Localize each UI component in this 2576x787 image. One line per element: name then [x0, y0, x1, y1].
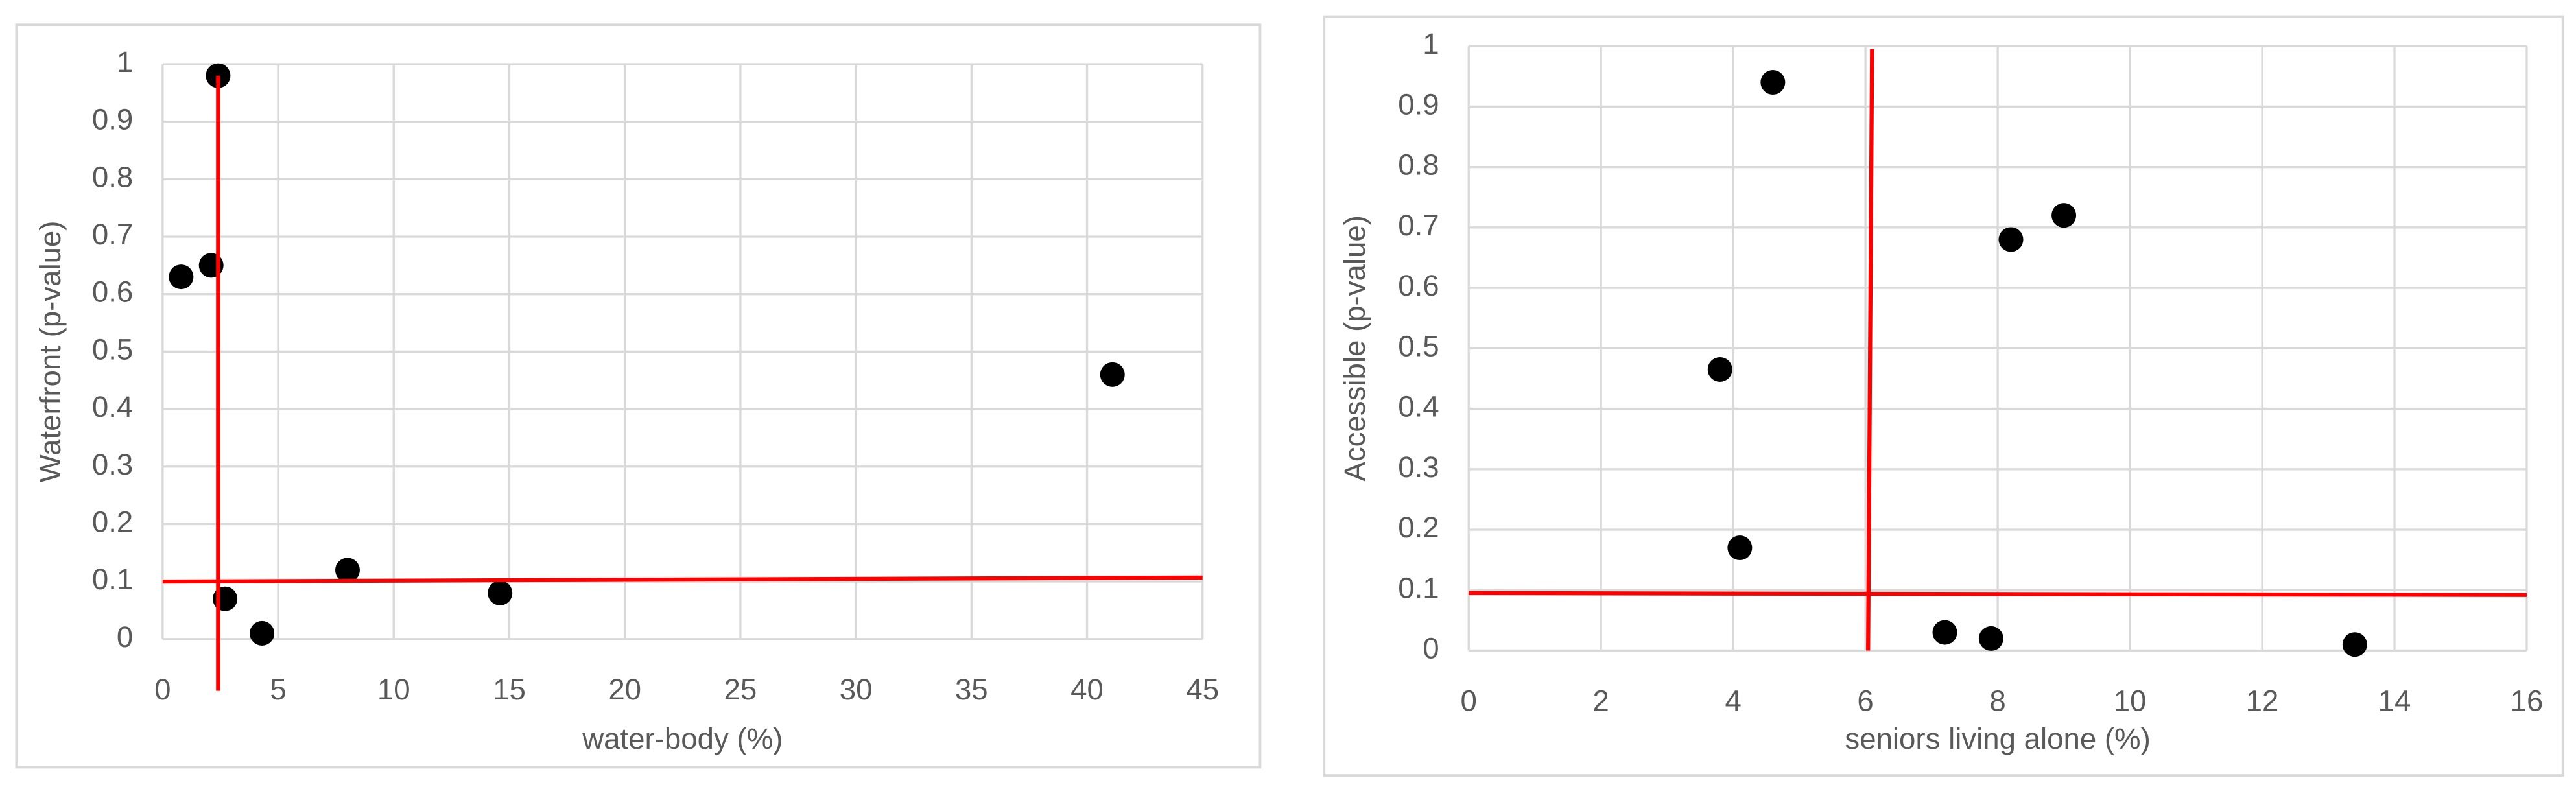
x-tick-label: 14 [2378, 685, 2411, 718]
scatter-point [1727, 535, 1753, 561]
x-tick-label: 6 [1857, 685, 1873, 718]
y-tick-label: 0.7 [92, 218, 133, 251]
scatter-point [1760, 70, 1786, 95]
x-tick-label: 30 [840, 673, 873, 706]
y-tick-label: 0.8 [1398, 148, 1439, 182]
x-tick-label: 16 [2511, 685, 2544, 718]
scatter-point [169, 264, 194, 290]
y-tick-label: 1 [117, 45, 133, 78]
scatter-point [1978, 626, 2003, 651]
panel-frame [15, 23, 1262, 769]
y-tick-label: 0.6 [1398, 269, 1439, 302]
x-tick-label: 0 [1461, 685, 1477, 718]
y-axis-title: Waterfront (p-value) [34, 221, 67, 483]
scatter-point [1932, 620, 1957, 645]
x-tick-label: 10 [2114, 685, 2147, 718]
scatter-point [250, 620, 275, 646]
x-tick-label: 40 [1070, 673, 1104, 706]
x-tick-label: 12 [2246, 685, 2279, 718]
y-tick-label: 1 [1423, 27, 1439, 60]
y-tick-label: 0.1 [1398, 571, 1439, 604]
x-tick-label: 15 [493, 673, 526, 706]
y-tick-label: 0.3 [1398, 451, 1439, 484]
reference-line [1866, 49, 1874, 651]
x-axis-title: water-body (%) [582, 722, 783, 755]
y-tick-label: 0.9 [1398, 88, 1439, 121]
y-tick-label: 0 [1423, 632, 1439, 665]
y-tick-label: 0.4 [1398, 390, 1439, 423]
y-axis-title: Accessible (p-value) [1338, 215, 1371, 482]
y-tick-label: 0.6 [92, 276, 133, 309]
scatter-point [1998, 227, 2024, 252]
x-tick-label: 5 [270, 673, 286, 706]
y-tick-label: 0.3 [92, 448, 133, 481]
panel-frame [1323, 15, 2564, 777]
x-tick-label: 35 [955, 673, 988, 706]
x-tick-label: 45 [1186, 673, 1219, 706]
y-tick-label: 0.1 [92, 563, 133, 596]
x-tick-label: 20 [608, 673, 641, 706]
x-tick-label: 2 [1593, 685, 1609, 718]
x-axis-title: seniors living alone (%) [1845, 722, 2150, 755]
x-tick-label: 4 [1725, 685, 1741, 718]
scatter-point [1707, 357, 1732, 382]
y-tick-label: 0 [117, 620, 133, 653]
scatter-point [1100, 362, 1125, 387]
x-tick-label: 0 [154, 673, 171, 706]
x-tick-label: 10 [377, 673, 410, 706]
y-tick-label: 0.4 [92, 390, 133, 423]
x-tick-label: 25 [724, 673, 757, 706]
y-tick-label: 0.7 [1398, 209, 1439, 242]
scatter-point [488, 580, 513, 605]
y-tick-label: 0.5 [1398, 329, 1439, 362]
scatter-point [2051, 203, 2077, 228]
y-tick-label: 0.5 [92, 333, 133, 366]
reference-line [162, 575, 1203, 584]
y-tick-label: 0.2 [92, 505, 133, 538]
y-tick-label: 0.8 [92, 160, 133, 193]
y-tick-label: 0.9 [92, 103, 133, 136]
scatter-point [2342, 632, 2367, 657]
y-tick-label: 0.2 [1398, 511, 1439, 544]
reference-line [1469, 591, 2527, 597]
scatter-point [335, 558, 360, 583]
x-tick-label: 8 [1989, 685, 2005, 718]
